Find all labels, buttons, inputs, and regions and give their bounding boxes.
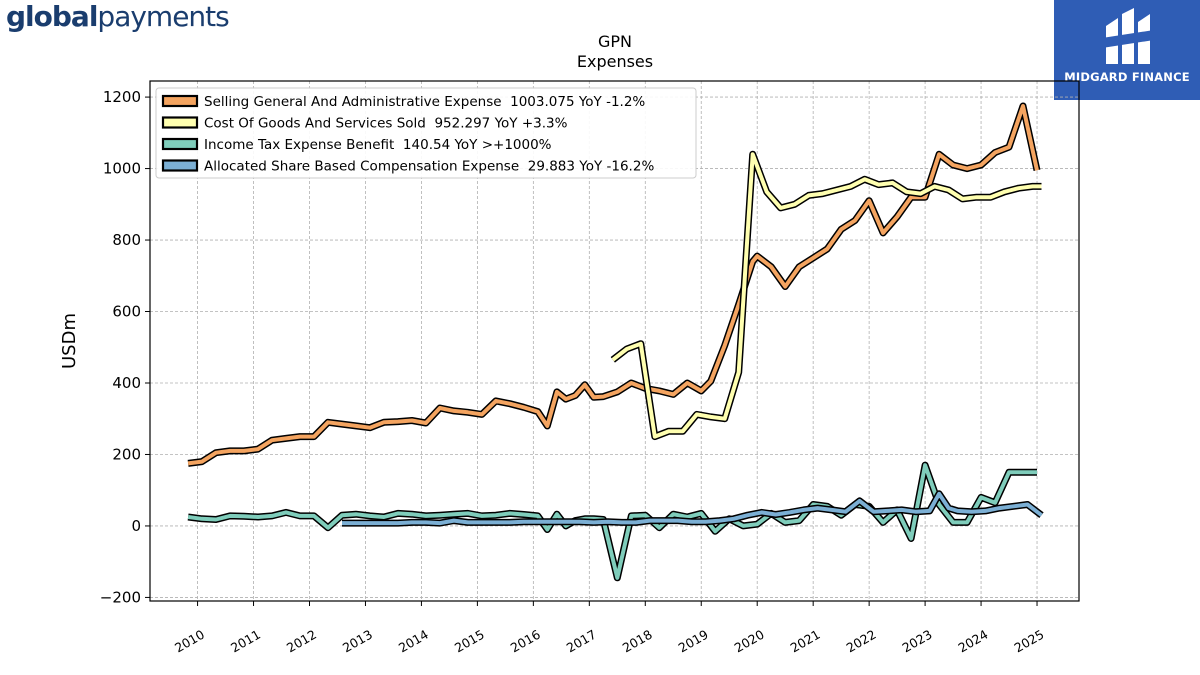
legend-label: Income Tax Expense Benefit 140.54 YoY >+… — [204, 137, 552, 153]
legend-swatch — [161, 137, 199, 151]
y-tick-label: 1000 — [103, 160, 141, 178]
x-tick-label: 2020 — [732, 627, 767, 656]
series-layer — [187, 102, 1044, 582]
chart-subtitle: Expenses — [577, 52, 653, 71]
chart-title: GPN — [598, 32, 632, 51]
y-tick-label: 0 — [131, 517, 141, 535]
legend-swatch — [161, 94, 199, 108]
midgard-finance-badge: MIDGARD FINANCE — [1054, 0, 1200, 100]
legend: Selling General And Administrative Expen… — [155, 87, 697, 179]
y-tick-label: 800 — [112, 231, 141, 249]
legend-label: Selling General And Administrative Expen… — [204, 94, 645, 110]
y-tick-label: 400 — [112, 374, 141, 392]
legend-swatch — [161, 159, 199, 172]
x-tick-label: 2018 — [620, 627, 655, 656]
legend-swatch — [161, 116, 199, 129]
x-tick-label: 2024 — [956, 627, 991, 656]
x-tick-label: 2023 — [900, 627, 935, 656]
legend-label: Cost Of Goods And Services Sold 952.297 … — [204, 116, 568, 132]
y-tick-label: −200 — [100, 588, 141, 606]
x-tick-label: 2010 — [172, 627, 207, 656]
globalpayments-logo: globalpayments — [6, 0, 230, 33]
series-line-0 — [187, 104, 1039, 466]
logo-light-text: payments — [97, 0, 229, 33]
x-tick-label: 2012 — [284, 627, 319, 656]
series-line-3 — [342, 491, 1043, 526]
x-tick-label: 2013 — [340, 627, 375, 656]
y-axis-label: USDm — [59, 313, 80, 369]
y-tick-label: 1200 — [103, 88, 141, 106]
x-tick-label: 2017 — [564, 627, 599, 656]
x-tick-label: 2025 — [1011, 627, 1046, 656]
legend-label: Allocated Share Based Compensation Expen… — [204, 159, 654, 175]
x-tick-label: 2015 — [452, 627, 487, 656]
midgard-logo-icon — [1102, 8, 1154, 64]
x-tick-label: 2011 — [228, 627, 263, 656]
x-tick-label: 2019 — [676, 627, 711, 656]
legend-box — [155, 87, 697, 179]
x-tick-label: 2022 — [844, 627, 879, 656]
logo-bold-text: global — [6, 0, 98, 33]
midgard-badge-text: MIDGARD FINANCE — [1064, 70, 1190, 84]
y-tick-label: 600 — [112, 303, 141, 321]
series-line-1 — [611, 152, 1042, 439]
y-tick-label: 200 — [112, 445, 141, 463]
plot-frame — [149, 80, 1080, 602]
x-tick-label: 2021 — [788, 627, 823, 656]
x-tick-label: 2014 — [396, 627, 431, 656]
x-tick-label: 2016 — [508, 627, 543, 656]
